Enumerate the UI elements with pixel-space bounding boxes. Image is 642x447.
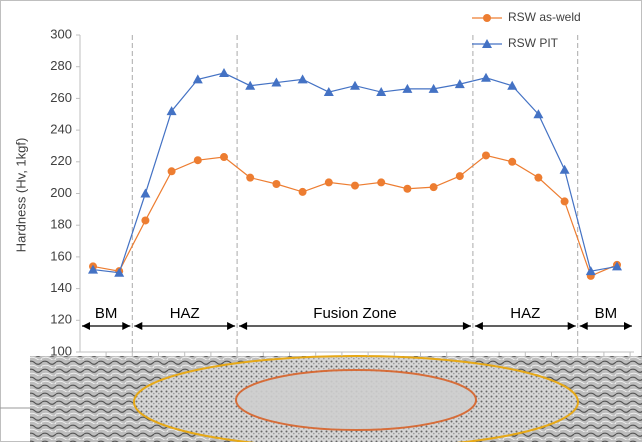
point [534,174,542,182]
y-tick-label: 120 [50,312,72,327]
micrograph [0,356,642,442]
y-tick-label: 140 [50,280,72,295]
point [246,174,254,182]
point [141,216,149,224]
point [168,167,176,175]
zone-label: HAZ [170,305,200,322]
point [299,188,307,196]
y-tick-label: 240 [50,122,72,137]
point [403,185,411,193]
point [220,153,228,161]
zone-label: Fusion Zone [313,305,396,322]
y-tick-label: 100 [50,343,72,358]
y-tick-label: 260 [50,90,72,105]
point [456,172,464,180]
y-tick-label: 200 [50,185,72,200]
y-tick-label: 220 [50,153,72,168]
point [482,151,490,159]
point [508,158,516,166]
point [272,180,280,188]
y-tick-label: 300 [50,26,72,41]
zone-label: BM [95,305,118,322]
point [194,156,202,164]
point [430,183,438,191]
zone-label: HAZ [510,305,540,322]
y-tick-label: 160 [50,248,72,263]
zone-label: BM [595,305,618,322]
legend-label: RSW as-weld [508,10,581,24]
legend-marker [483,14,491,22]
point [351,182,359,190]
y-tick-label: 280 [50,58,72,73]
chart: Hardness (Hv, 1kgf) 100 120 140 160 180 200 22… [0,0,642,442]
y-tick-label: 180 [50,217,72,232]
point [561,197,569,205]
y-axis-label: Hardness (Hv, 1kgf) [13,138,28,253]
legend-label: RSW PIT [508,36,559,50]
point [325,178,333,186]
point [377,178,385,186]
